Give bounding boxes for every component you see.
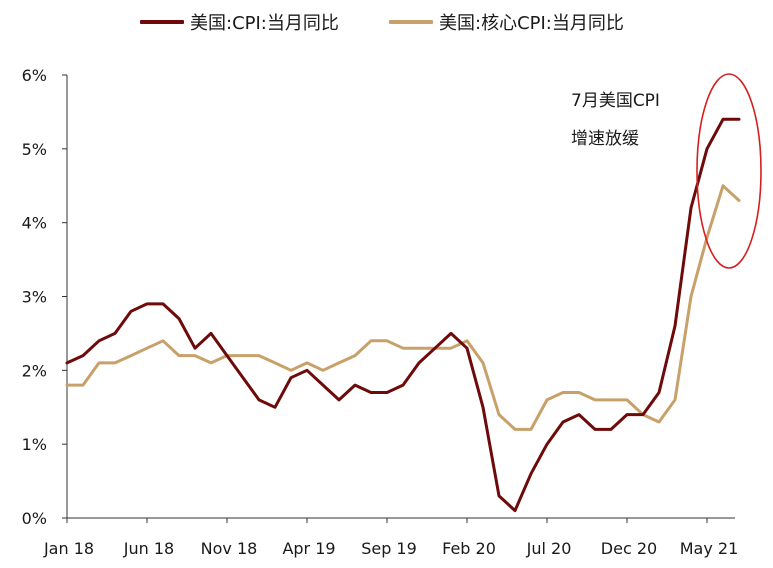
x-tick-label: May 21 xyxy=(680,539,739,558)
series-line-cpi xyxy=(65,117,741,513)
x-tick-label: Apr 19 xyxy=(282,539,335,558)
legend-swatch-core-cpi xyxy=(389,20,433,24)
annotation-line-1: 7月美国CPI xyxy=(571,91,660,111)
x-tick-label: Sep 19 xyxy=(361,539,417,558)
highlight-ellipse xyxy=(696,73,762,269)
y-tick-label: 4% xyxy=(22,214,47,233)
x-tick-label: Feb 20 xyxy=(442,539,496,558)
y-tick-label: 3% xyxy=(22,288,47,307)
y-tick-label: 6% xyxy=(22,66,47,85)
y-tick-label: 5% xyxy=(22,140,47,159)
x-tick-label: Jan 18 xyxy=(43,539,94,558)
legend-item-core-cpi: 美国:核心CPI:当月同比 xyxy=(389,8,624,36)
annotation-line-2: 增速放缓 xyxy=(571,129,639,149)
axes: 0% 1% 2% 3% 4% 5% 6% Jan 18 Jun 18 Nov 18 Apr 19 Se… xyxy=(22,66,739,558)
legend: 美国:CPI:当月同比 美国:核心CPI:当月同比 xyxy=(0,8,773,36)
y-tick-label: 2% xyxy=(22,361,47,380)
y-tick-label: 1% xyxy=(22,435,47,454)
legend-label-cpi: 美国:CPI:当月同比 xyxy=(190,13,339,34)
x-tick-label: Dec 20 xyxy=(601,539,657,558)
x-tick-label: Jun 18 xyxy=(123,539,174,558)
x-tick-label: Jul 20 xyxy=(526,539,572,558)
legend-swatch-cpi xyxy=(140,20,184,24)
y-tick-label: 0% xyxy=(22,509,47,528)
legend-label-core-cpi: 美国:核心CPI:当月同比 xyxy=(439,13,624,34)
x-tick-label: Nov 18 xyxy=(201,539,258,558)
series-line-core-cpi xyxy=(65,184,741,431)
series-lines xyxy=(65,117,741,513)
legend-item-cpi: 美国:CPI:当月同比 xyxy=(140,8,339,36)
